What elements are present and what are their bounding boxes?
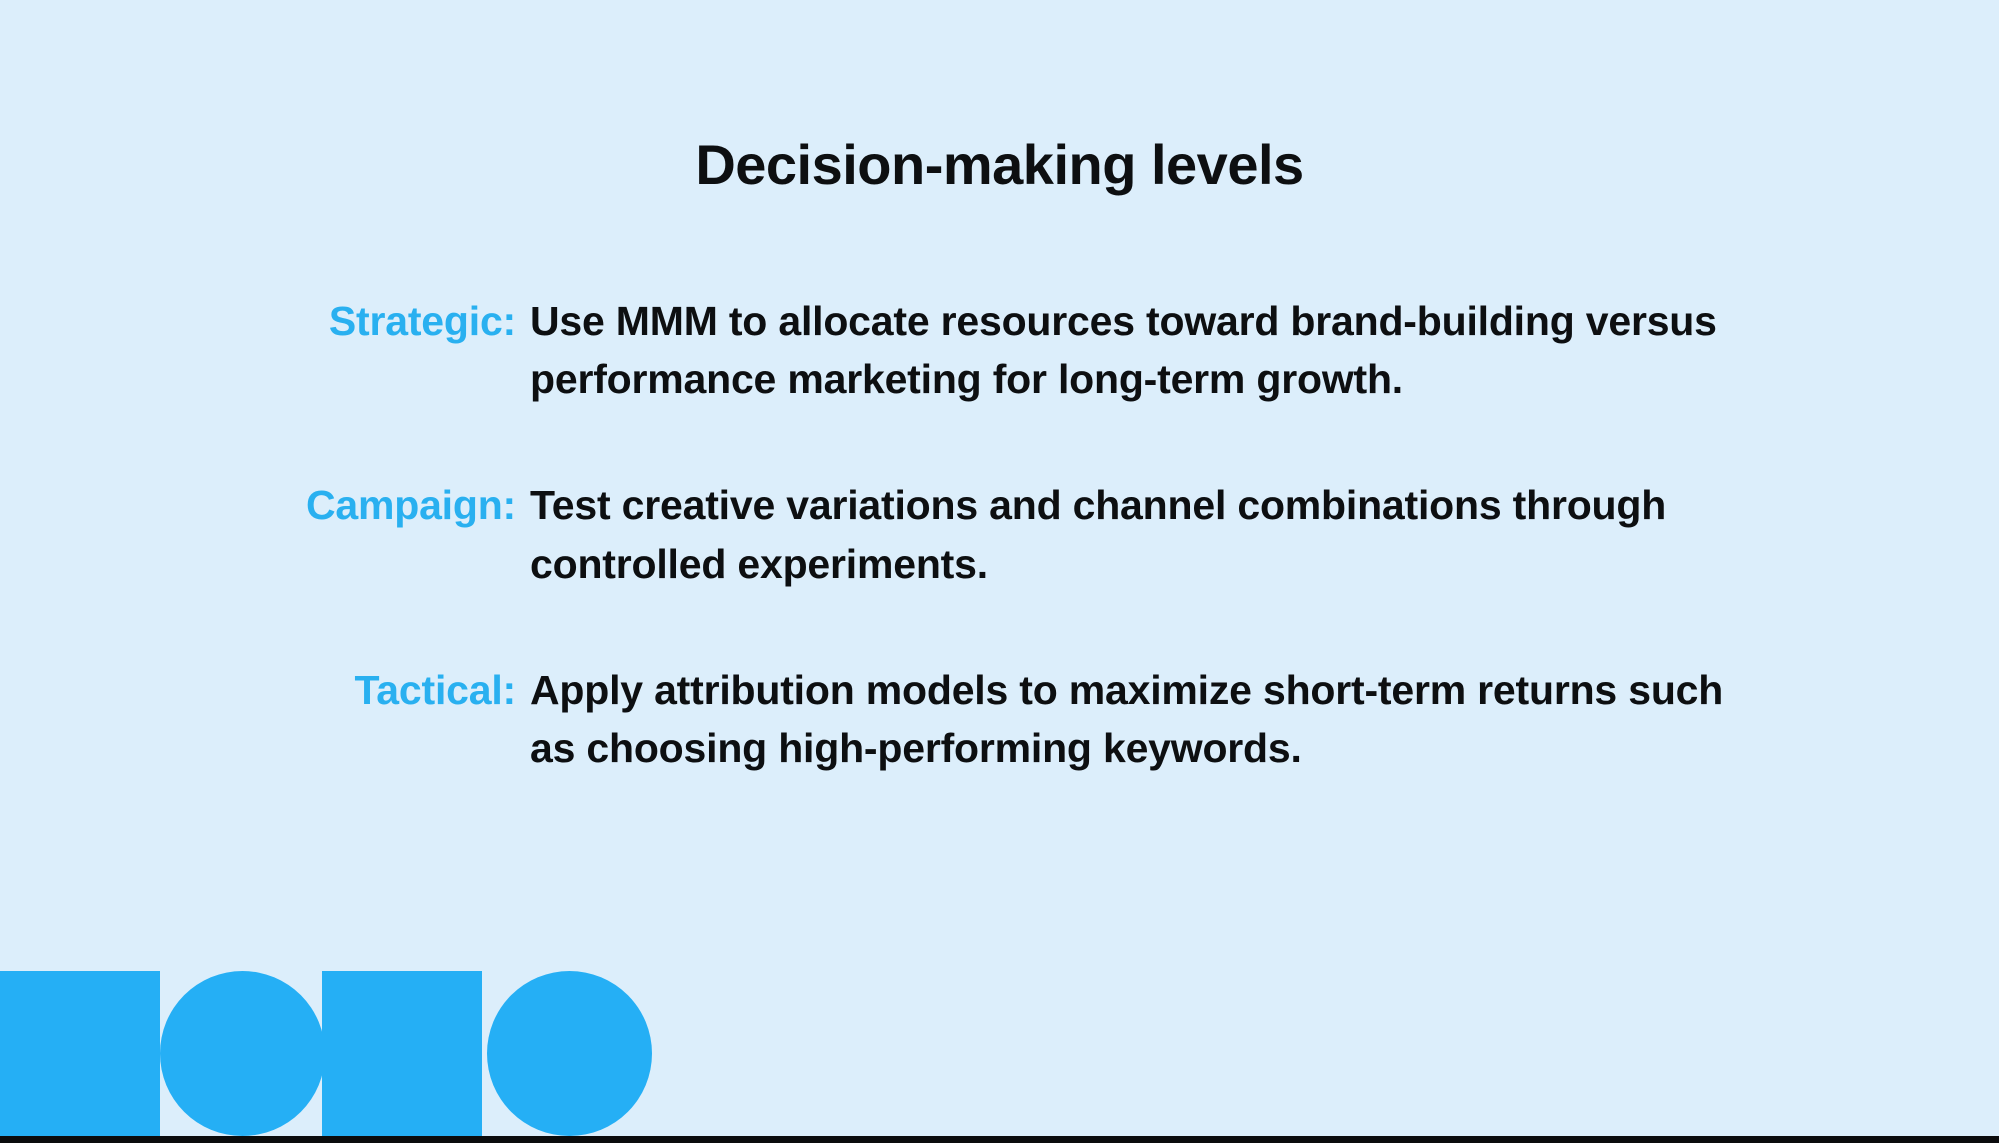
level-label-strategic: Strategic:: [328, 298, 516, 344]
level-label-tactical: Tactical:: [354, 666, 517, 713]
decorative-shape-strip: [0, 971, 660, 1136]
level-label-campaign: Campaign:: [305, 482, 516, 529]
level-description-campaign: Test creative variations and channel com…: [530, 482, 1667, 587]
circle-shape-icon: [160, 971, 325, 1136]
list-item-tactical: Tactical: Apply attribution models to ma…: [0, 661, 1999, 777]
list-item-strategic: Strategic: Use MMM to allocate resources…: [0, 292, 1999, 408]
level-description-strategic: Use MMM to allocate resources toward bra…: [530, 298, 1717, 403]
square-shape-icon: [322, 971, 482, 1136]
decision-levels-list: Strategic: Use MMM to allocate resources…: [0, 292, 1999, 777]
circle-shape-icon: [487, 971, 652, 1136]
square-shape-icon: [0, 971, 160, 1136]
list-item-campaign: Campaign: Test creative variations and c…: [0, 476, 1999, 592]
page-title: Decision-making levels: [695, 132, 1304, 196]
bottom-divider: [0, 1136, 1999, 1143]
level-description-tactical: Apply attribution models to maximize sho…: [530, 666, 1724, 772]
